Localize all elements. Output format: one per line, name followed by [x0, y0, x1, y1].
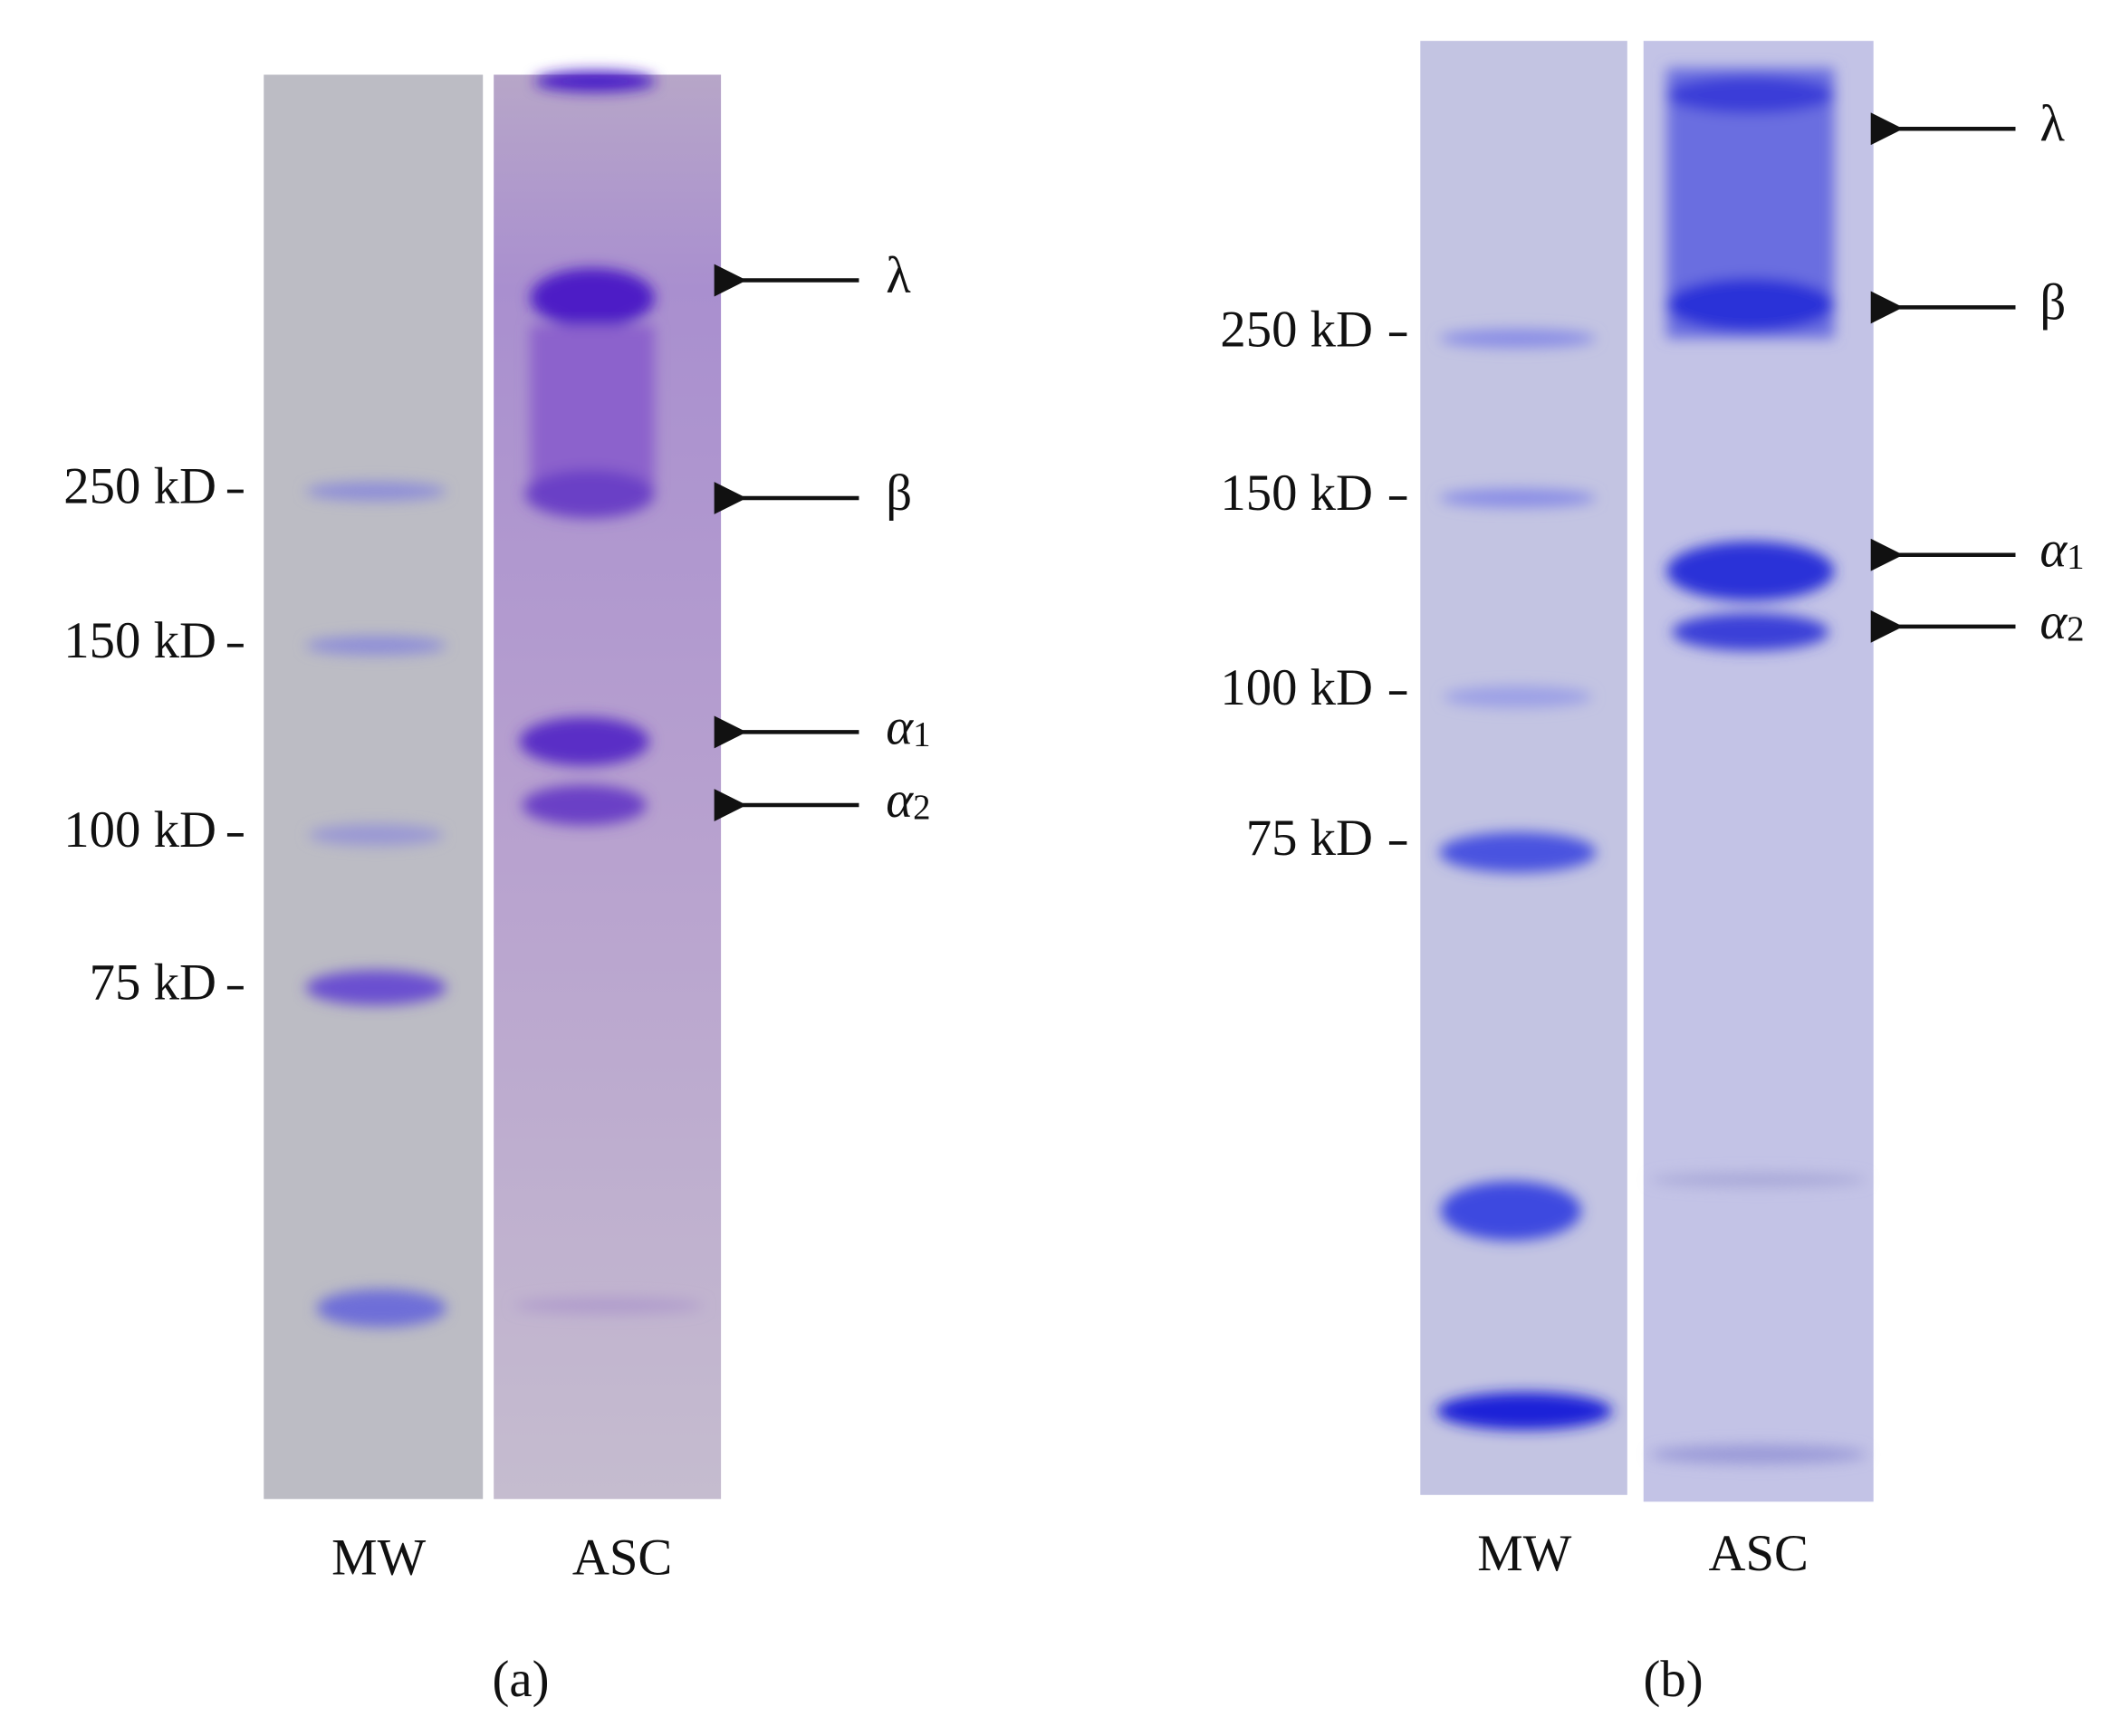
marker-label: 150 kD: [1220, 465, 1373, 522]
marker-label: 250 kD: [63, 458, 216, 515]
gel-a: [264, 71, 722, 1500]
band-subscript: 2: [913, 788, 930, 827]
band-symbol: α: [2039, 522, 2068, 579]
lane-mw: [1420, 41, 1627, 1495]
bands-b: [1436, 68, 1867, 1464]
band-label: λ: [886, 247, 911, 304]
band-label: β: [886, 465, 912, 522]
panel-label: (b): [1644, 1651, 1704, 1708]
band-symbol: α: [886, 698, 914, 755]
gel-b: [1420, 41, 1874, 1502]
band-subscript: 2: [2067, 609, 2084, 648]
band-symbol: α: [2039, 593, 2068, 650]
marker-label: 75 kD: [1246, 810, 1373, 867]
band-subscript: 1: [2067, 538, 2084, 577]
band-label: α1: [886, 698, 930, 755]
panel-label: (a): [493, 1651, 550, 1708]
marker-label: 100 kD: [1220, 659, 1373, 716]
band-label: α2: [2039, 593, 2084, 650]
band-symbol: β: [2039, 273, 2066, 331]
marker-label: 150 kD: [63, 612, 216, 669]
lane-label: MW: [331, 1530, 426, 1587]
band-label: λ: [2039, 95, 2065, 152]
band-symbol: λ: [2039, 95, 2065, 152]
band-subscript: 1: [913, 715, 930, 753]
marker-label: 100 kD: [63, 801, 216, 858]
band-symbol: α: [886, 772, 914, 829]
band-symbol: β: [886, 465, 912, 522]
marker-label: 250 kD: [1220, 301, 1373, 358]
band-label: α1: [2039, 522, 2084, 579]
lane-label: ASC: [1709, 1525, 1809, 1582]
marker-label: 75 kD: [90, 954, 216, 1012]
band-label: β: [2039, 273, 2066, 331]
bands-a: [305, 71, 704, 1328]
lane-mw: [264, 74, 484, 1500]
band-symbol: λ: [886, 247, 911, 304]
band-label: α2: [886, 772, 930, 829]
lane-label: ASC: [572, 1530, 672, 1587]
lane-label: MW: [1477, 1525, 1571, 1582]
